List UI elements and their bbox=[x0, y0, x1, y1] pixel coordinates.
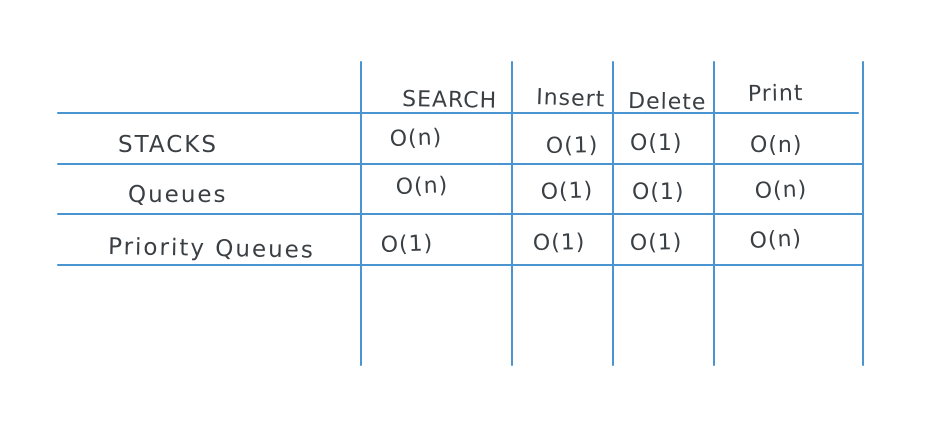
table-cell: O(n) bbox=[749, 226, 803, 254]
table-cell: O(1) bbox=[632, 180, 684, 205]
row-label-stacks: STACKS bbox=[118, 132, 218, 158]
row-label-priority-queues: Priority Queues bbox=[108, 234, 315, 264]
column-header-delete: Delete bbox=[628, 89, 707, 115]
table-cell: O(1) bbox=[533, 230, 586, 256]
table-cell: O(n) bbox=[389, 125, 442, 152]
table-cell: O(1) bbox=[630, 131, 682, 156]
row-label-queues: Queues bbox=[128, 182, 228, 208]
table-cell: O(1) bbox=[630, 230, 683, 256]
table-cell: O(1) bbox=[546, 133, 599, 159]
table-cell: O(1) bbox=[380, 231, 433, 258]
table-cell: O(n) bbox=[395, 173, 448, 200]
table-cell: O(n) bbox=[754, 177, 807, 204]
column-header-search: SEARCH bbox=[402, 87, 497, 114]
column-header-insert: Insert bbox=[536, 85, 606, 112]
table-cell: O(1) bbox=[540, 178, 593, 205]
table-cell: O(n) bbox=[750, 133, 802, 158]
column-header-print: Print bbox=[748, 81, 804, 107]
